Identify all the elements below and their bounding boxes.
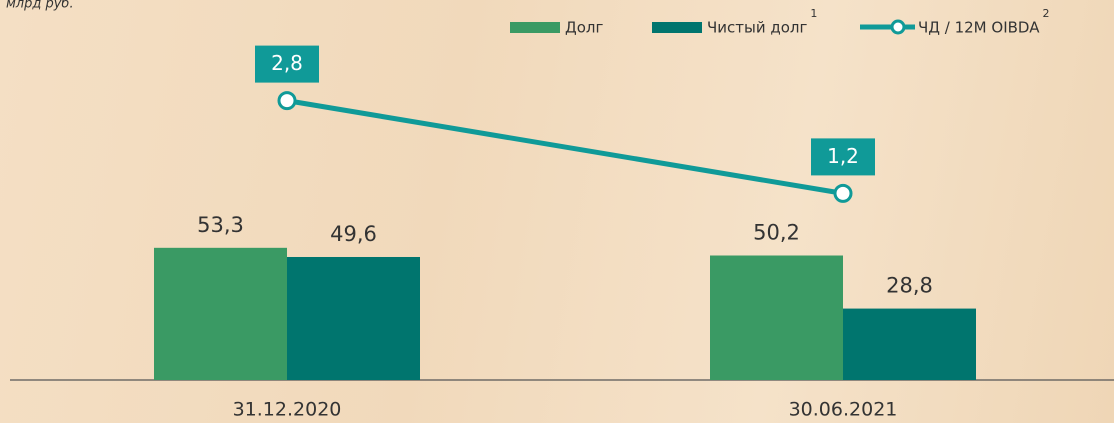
x-tick-label: 30.06.2021 bbox=[789, 399, 898, 421]
legend-label: ЧД / 12M OIBDA bbox=[918, 19, 1040, 37]
point bbox=[833, 183, 853, 203]
bar bbox=[843, 308, 976, 380]
legend-label: Долг bbox=[565, 19, 603, 37]
label-box bbox=[811, 138, 875, 176]
data-label: 53,3 bbox=[197, 213, 244, 237]
legend-footnote: 2 bbox=[1042, 7, 1049, 20]
data-label: 2,8 bbox=[271, 51, 303, 75]
data-label: 50,2 bbox=[753, 221, 800, 245]
legend-footnote: 1 bbox=[810, 7, 817, 20]
point bbox=[277, 91, 297, 111]
data-label: 1,2 bbox=[827, 144, 859, 168]
label-box bbox=[255, 45, 319, 83]
legend-label: Чистый долг bbox=[707, 19, 808, 37]
data-label: 28,8 bbox=[886, 274, 933, 298]
legend-swatch bbox=[652, 22, 702, 33]
bar bbox=[287, 256, 420, 380]
bar bbox=[710, 255, 843, 380]
data-label: 49,6 bbox=[330, 222, 377, 246]
chart-subtitle: млрд руб. bbox=[6, 0, 74, 12]
legend-swatch bbox=[510, 22, 560, 33]
bar bbox=[154, 247, 287, 380]
legend-swatch bbox=[890, 19, 906, 35]
x-tick-label: 31.12.2020 bbox=[233, 399, 342, 421]
line bbox=[286, 98, 844, 196]
